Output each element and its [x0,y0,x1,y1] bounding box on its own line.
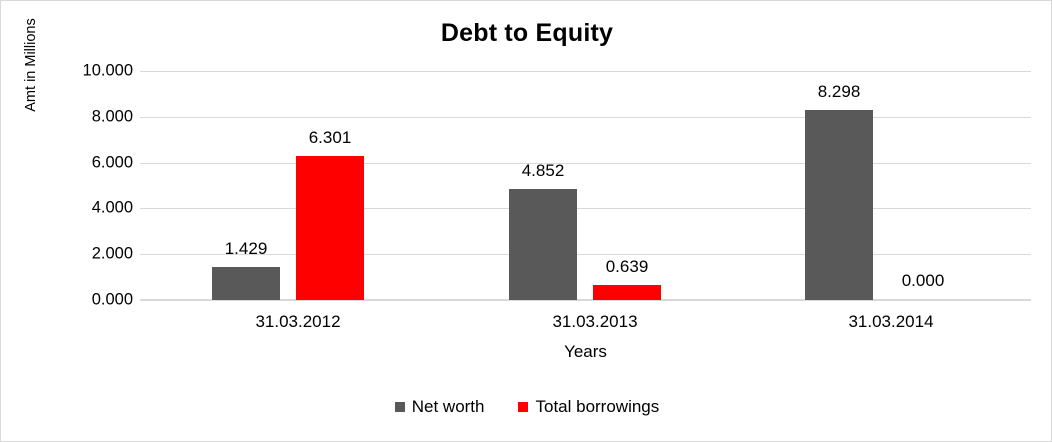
legend-label-net-worth: Net worth [411,397,485,416]
x-axis-title: Years [564,342,607,361]
plot-area: 1.429 6.301 4.852 0.639 8.298 0.000 [140,71,1031,300]
bar-networth-2014[interactable] [805,110,873,300]
y-axis-tick-labels: 10.000 8.000 6.000 4.000 2.000 0.000 [41,62,133,309]
gridline-0 [140,299,1031,300]
x-tick-label-2014: 31.03.2014 [848,312,934,331]
bar-label-networth-2012: 1.429 [224,239,268,258]
bar-borrowings-2013[interactable] [593,285,661,300]
gridline-6 [140,162,1031,164]
y-tick-label-8: 8.000 [91,107,133,126]
x-tick-label-2013: 31.03.2013 [552,312,638,331]
gridline-2 [140,254,1031,256]
gridline-10 [140,71,1031,72]
y-axis-title: Amt in Millions [23,18,39,112]
bar-networth-2012[interactable] [212,267,280,300]
bar-label-networth-2013: 4.852 [521,160,565,180]
legend-swatch-icon-net-worth [394,402,405,412]
bar-label-networth-2014: 8.298 [817,81,861,101]
bar-label-borrowings-2013: 0.639 [605,257,649,277]
chart-title: Debt to Equity [440,19,614,47]
chart-legend: Net worth Total borrowings [1,397,1051,417]
legend-item-total-borrowings[interactable]: Total borrowings [518,397,659,417]
gridline-8 [140,116,1031,118]
legend-label-total-borrowings: Total borrowings [535,397,660,416]
y-tick-label-0: 0.000 [91,290,133,309]
y-tick-label-10: 10.000 [82,61,133,80]
bar-networth-2013[interactable] [509,188,577,300]
bar-borrowings-2012[interactable] [296,155,364,300]
bar-label-borrowings-2014: 0.000 [901,270,945,290]
y-tick-label-2: 2.000 [91,244,133,263]
y-tick-label-4: 4.000 [91,198,133,217]
legend-item-net-worth[interactable]: Net worth [394,397,485,417]
x-tick-label-2012: 31.03.2012 [255,312,341,331]
bar-label-borrowings-2012: 6.301 [308,127,352,147]
gridline-4 [140,208,1031,210]
y-tick-label-6: 6.000 [91,153,133,172]
legend-swatch-icon-total-borrowings [518,402,529,412]
x-axis-line [140,300,1031,301]
